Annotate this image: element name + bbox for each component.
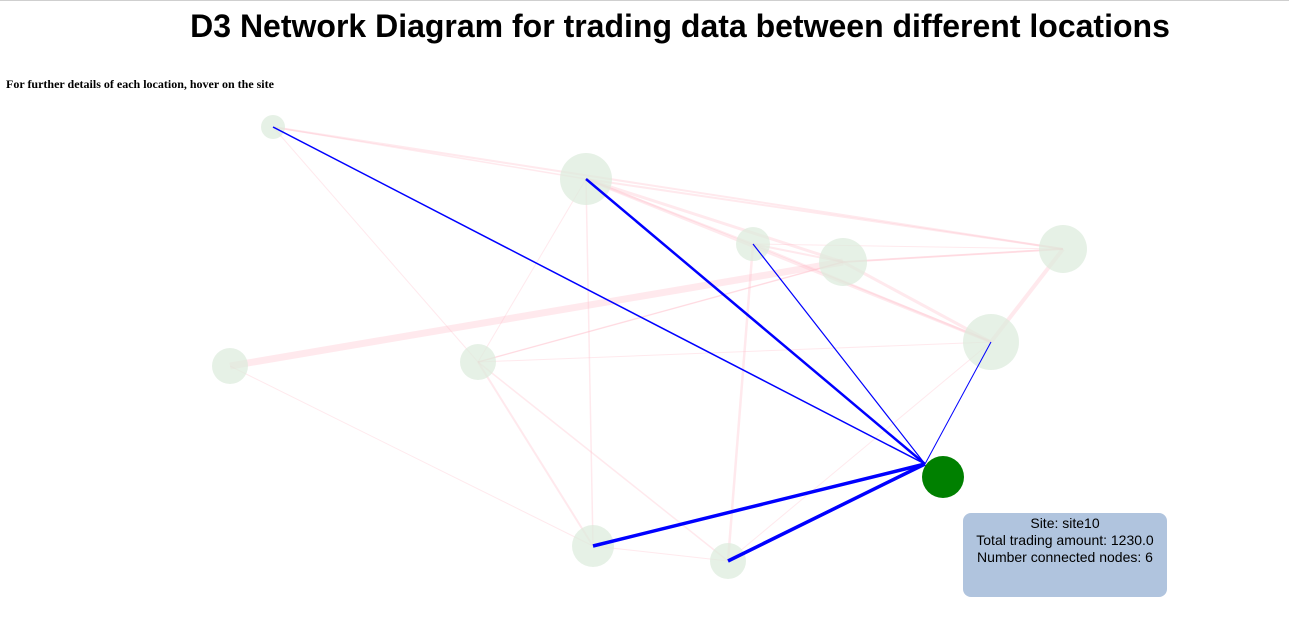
- trade-link: [477, 361, 594, 547]
- trade-link: [477, 261, 844, 363]
- trade-link: [752, 243, 1064, 250]
- highlighted-trade-link: [272, 126, 926, 465]
- tooltip-site: Site: site10: [1030, 515, 1100, 531]
- site-tooltip: Site: site10 Total trading amount: 1230.…: [963, 513, 1167, 597]
- highlighted-trade-link: [592, 462, 926, 548]
- trade-link: [585, 177, 844, 264]
- highlighted-trade-link: [924, 341, 992, 465]
- highlighted-trade-link: [727, 462, 926, 563]
- top-divider: [0, 0, 1289, 1]
- highlighted-trade-link: [752, 243, 926, 465]
- trade-link: [727, 341, 992, 562]
- trade-link: [272, 126, 479, 363]
- highlighted-trade-link: [585, 178, 926, 465]
- highlighted-links: [272, 126, 992, 563]
- tooltip-total: Total trading amount: 1230.0: [976, 532, 1154, 548]
- trade-link: [477, 341, 992, 363]
- trade-link: [592, 545, 729, 562]
- trade-link: [726, 243, 755, 562]
- trade-link: [585, 178, 594, 547]
- trade-link: [842, 248, 1064, 263]
- site-node[interactable]: [212, 348, 248, 384]
- site-node[interactable]: [1039, 225, 1087, 273]
- trade-link: [585, 177, 992, 344]
- trade-link: [477, 261, 844, 363]
- site-node[interactable]: [460, 344, 496, 380]
- site-node-selected[interactable]: [922, 456, 964, 498]
- trade-link: [229, 365, 594, 547]
- trade-link: [585, 178, 754, 245]
- trade-link: [842, 248, 1064, 263]
- trade-link: [477, 178, 587, 363]
- tooltip-connected: Number connected nodes: 6: [977, 549, 1153, 565]
- trade-link: [842, 260, 992, 344]
- site-node[interactable]: [819, 238, 867, 286]
- trade-link: [272, 126, 1064, 250]
- trade-link: [752, 243, 992, 343]
- site-nodes: [212, 115, 1087, 579]
- trade-link: [229, 258, 844, 370]
- trade-link: [272, 126, 587, 180]
- trade-link: [585, 178, 1064, 250]
- trade-link: [477, 361, 729, 562]
- page-title: D3 Network Diagram for trading data betw…: [190, 8, 1170, 44]
- hover-hint: For further details of each location, ho…: [6, 77, 274, 91]
